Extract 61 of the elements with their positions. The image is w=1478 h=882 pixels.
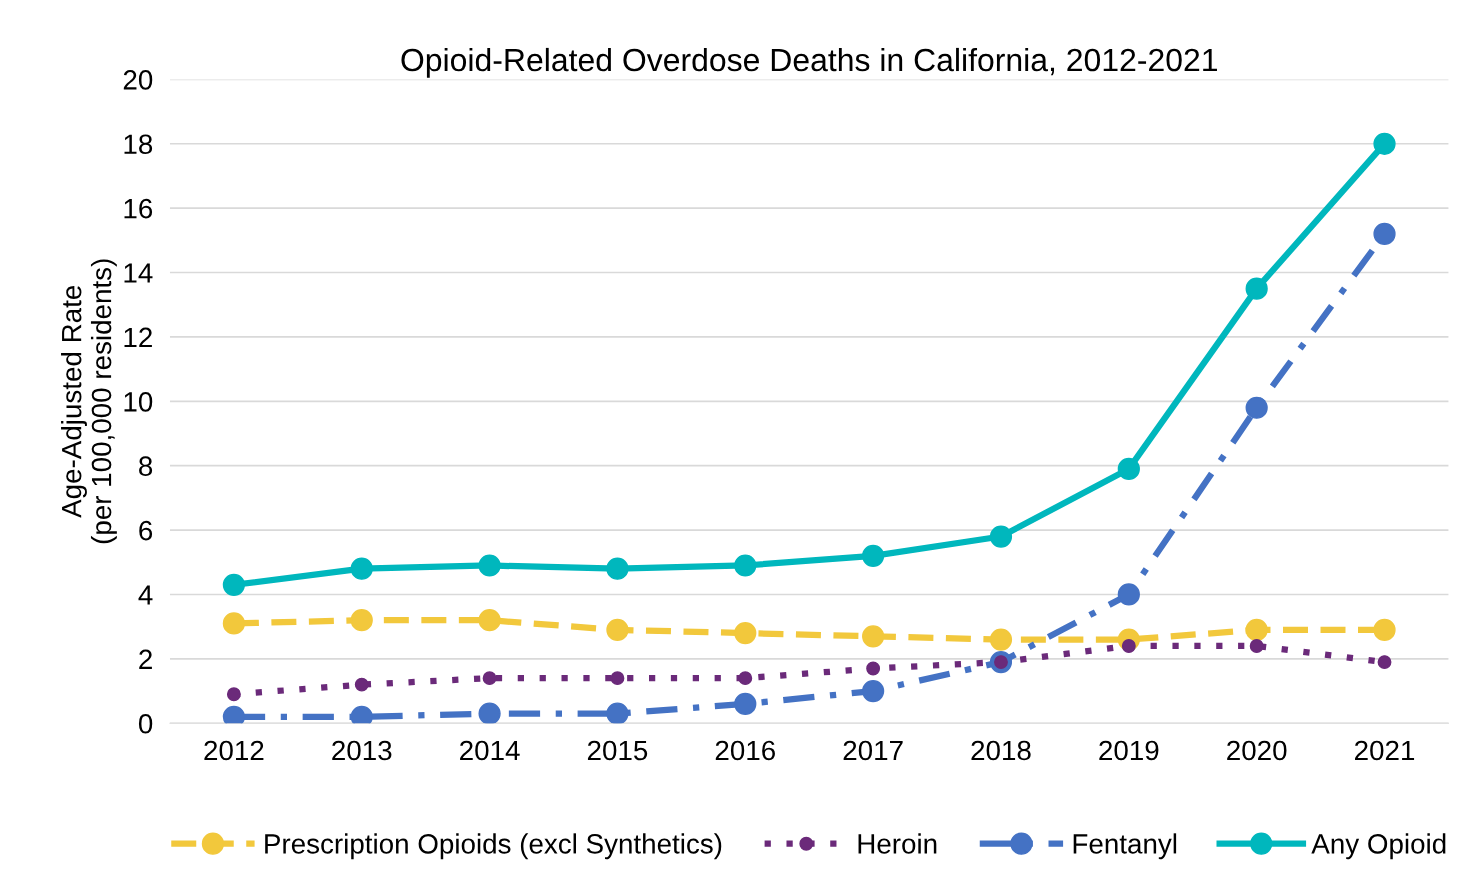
chart-title: Opioid-Related Overdose Deaths in California, 2012-2021 [401,47,1217,78]
point [738,671,753,686]
point [482,671,497,686]
y-tick-label: 12 [124,327,152,347]
x-tick-label: 2013 [332,740,392,761]
point [989,628,1013,651]
x-tick-label: 2014 [460,740,520,761]
y-tick-label: 4 [138,585,153,605]
point [478,609,501,632]
point [1245,396,1268,419]
legend-label: Fentanyl [1073,833,1177,860]
point [989,525,1013,548]
point [866,661,881,676]
point [1117,457,1140,481]
point [1373,618,1396,641]
y-tick-label: 20 [123,70,153,90]
point [1249,639,1264,653]
y-tick-label: 6 [139,520,153,541]
x-tick-label: 2015 [587,740,648,761]
point [354,677,369,692]
point [350,557,373,580]
point [350,609,373,632]
x-tick-label: 2018 [971,740,1031,761]
y-tick-label: 2 [139,649,152,669]
x-tick-label: 2019 [1099,740,1159,761]
point [1245,618,1268,641]
point [862,625,885,648]
point [1117,583,1140,606]
x-tick-label: 2017 [843,740,903,761]
point [734,621,757,645]
point [222,573,246,596]
point [1377,655,1392,670]
legend-label: Any Opioid [1311,833,1446,860]
x-tick-label: 2021 [1355,740,1415,761]
y-tick-label: 18 [124,134,153,155]
x-tick-label: 2020 [1227,740,1287,761]
y-tick-label: 8 [139,456,153,477]
point [1373,222,1396,246]
y-tick-label: 0 [138,713,153,734]
x-tick-label: 2016 [715,740,775,761]
point [222,612,246,635]
point [478,554,501,577]
point [226,687,241,702]
y-tick-label: 10 [124,391,153,412]
x-tick-label: 2012 [204,740,264,761]
point [478,702,501,724]
point [862,544,885,567]
y-tick-label: 16 [124,198,153,219]
point [606,702,629,724]
point [1373,132,1396,155]
point [862,679,885,703]
point [1245,277,1268,300]
y-axis-title: Age-Adjusted Rate (per 100,000 residents) [61,259,117,544]
point [606,618,629,641]
point [734,554,757,577]
legend-label: Prescription Opioids (excl Synthetics) [265,833,722,860]
point [734,692,757,716]
point [610,671,625,686]
legend-label: Heroin [858,833,937,854]
point [606,557,629,580]
y-tick-label: 14 [124,263,153,283]
